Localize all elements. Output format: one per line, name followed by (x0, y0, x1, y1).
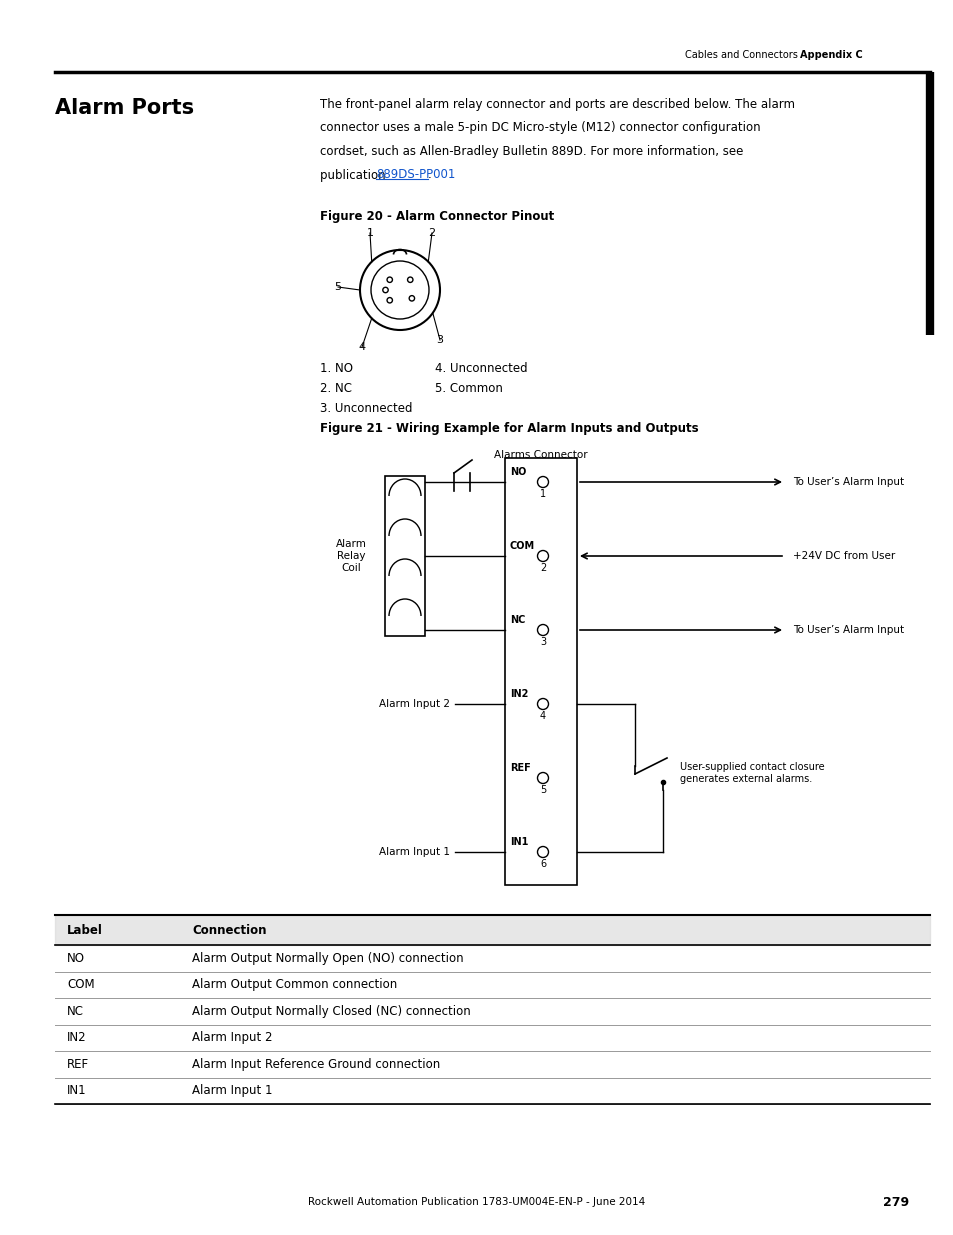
Text: 1: 1 (366, 228, 374, 238)
Text: To User’s Alarm Input: To User’s Alarm Input (792, 477, 903, 487)
Text: Alarm Output Normally Open (NO) connection: Alarm Output Normally Open (NO) connecti… (192, 952, 463, 965)
Text: Alarm Input 2: Alarm Input 2 (192, 1031, 273, 1045)
Text: Alarm Input 1: Alarm Input 1 (192, 1084, 273, 1097)
Text: NO: NO (67, 952, 85, 965)
Text: 4: 4 (539, 711, 545, 721)
Text: Alarm Output Common connection: Alarm Output Common connection (192, 978, 396, 992)
Bar (504, 458, 577, 885)
Text: 2. NC: 2. NC (319, 382, 352, 395)
Text: Figure 21 - Wiring Example for Alarm Inputs and Outputs: Figure 21 - Wiring Example for Alarm Inp… (319, 422, 698, 435)
Text: 5: 5 (539, 785, 545, 795)
Text: NC: NC (67, 1005, 84, 1018)
Text: Alarm Ports: Alarm Ports (55, 98, 193, 119)
Text: Alarm Output Normally Closed (NC) connection: Alarm Output Normally Closed (NC) connec… (192, 1005, 470, 1018)
Text: 5: 5 (335, 282, 341, 291)
Text: 5. Common: 5. Common (435, 382, 502, 395)
Text: COM: COM (67, 978, 94, 992)
Text: cordset, such as Allen-Bradley Bulletin 889D. For more information, see: cordset, such as Allen-Bradley Bulletin … (319, 144, 742, 158)
Text: REF: REF (67, 1057, 89, 1071)
Text: Appendix C: Appendix C (800, 49, 862, 61)
Bar (385, 475, 424, 636)
Text: connector uses a male 5-pin DC Micro-style (M12) connector configuration: connector uses a male 5-pin DC Micro-sty… (319, 121, 760, 135)
Text: Label: Label (67, 924, 103, 936)
Text: To User’s Alarm Input: To User’s Alarm Input (792, 625, 903, 635)
Text: IN2: IN2 (510, 689, 528, 699)
Text: 4. Unconnected: 4. Unconnected (435, 362, 527, 375)
Text: REF: REF (510, 763, 530, 773)
Text: Cables and Connectors: Cables and Connectors (684, 49, 797, 61)
Text: NO: NO (510, 467, 526, 477)
Text: COM: COM (510, 541, 535, 551)
Text: 3: 3 (539, 637, 545, 647)
Text: NC: NC (510, 615, 525, 625)
Text: Alarm Input Reference Ground connection: Alarm Input Reference Ground connection (192, 1057, 439, 1071)
Text: 1. NO: 1. NO (319, 362, 353, 375)
Text: 3. Unconnected: 3. Unconnected (319, 403, 412, 415)
Text: IN1: IN1 (510, 837, 528, 847)
Text: The front-panel alarm relay connector and ports are described below. The alarm: The front-panel alarm relay connector an… (319, 98, 794, 111)
Text: 2: 2 (428, 228, 436, 238)
Text: 2: 2 (539, 563, 545, 573)
Text: IN1: IN1 (67, 1084, 87, 1097)
Text: +24V DC from User: +24V DC from User (792, 551, 894, 561)
Text: Alarms Connector: Alarms Connector (494, 450, 587, 459)
Text: User-supplied contact closure
generates external alarms.: User-supplied contact closure generates … (679, 762, 823, 784)
Text: IN2: IN2 (67, 1031, 87, 1045)
Text: 3: 3 (436, 335, 443, 345)
Text: Alarm Input 1: Alarm Input 1 (378, 847, 450, 857)
Text: Figure 20 - Alarm Connector Pinout: Figure 20 - Alarm Connector Pinout (319, 210, 554, 224)
Text: 6: 6 (539, 860, 545, 869)
Text: 4: 4 (358, 342, 365, 352)
Text: .: . (428, 168, 432, 182)
Text: 889DS-PP001: 889DS-PP001 (376, 168, 456, 182)
Text: Alarm
Relay
Coil: Alarm Relay Coil (335, 540, 367, 573)
Text: Alarm Input 2: Alarm Input 2 (378, 699, 450, 709)
Text: 1: 1 (539, 489, 545, 499)
Text: Rockwell Automation Publication 1783-UM004E-EN-P - June 2014: Rockwell Automation Publication 1783-UM0… (308, 1197, 645, 1207)
Text: publication: publication (319, 168, 389, 182)
Text: Connection: Connection (192, 924, 266, 936)
Text: 279: 279 (882, 1195, 908, 1209)
